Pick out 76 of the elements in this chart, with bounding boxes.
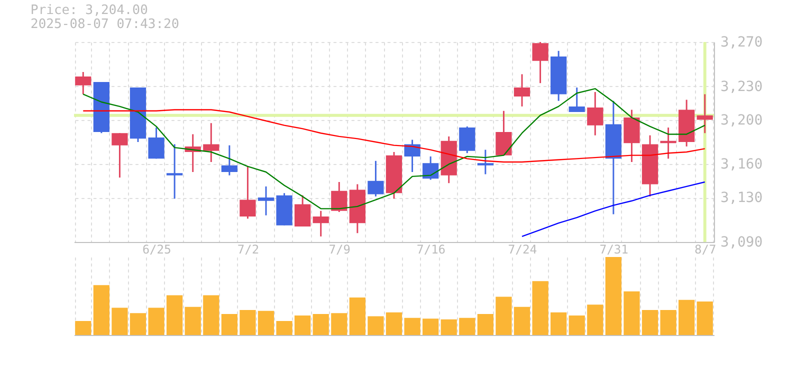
bar <box>477 314 494 335</box>
bar <box>349 298 366 335</box>
bar <box>532 281 548 335</box>
bar <box>605 257 622 335</box>
candlestick <box>696 93 713 134</box>
candlestick <box>112 132 128 178</box>
bar <box>459 318 476 335</box>
bar <box>386 312 402 335</box>
x-tick-label: 7/2 <box>237 242 260 256</box>
candlestick <box>148 126 164 160</box>
bar <box>148 308 164 335</box>
bar <box>404 318 420 335</box>
x-tick-label: 7/16 <box>416 242 446 256</box>
x-tick-label: 8/7 <box>694 242 716 256</box>
y-tick-label: 3,160 <box>720 156 763 173</box>
bar <box>514 306 530 335</box>
candlestick <box>75 71 92 95</box>
bar <box>112 308 128 335</box>
bar <box>240 310 256 335</box>
candlestick <box>532 41 548 84</box>
bar <box>568 316 585 335</box>
bar <box>624 291 640 335</box>
y-tick-label: 3,090 <box>720 234 763 250</box>
candlestick <box>166 143 183 200</box>
bar <box>678 300 695 335</box>
bar <box>642 310 658 335</box>
candlestick <box>477 149 494 175</box>
bar <box>184 306 201 335</box>
x-tick-label: 7/9 <box>328 242 350 256</box>
candlestick <box>459 126 476 154</box>
bar <box>496 296 512 335</box>
bar <box>696 301 713 335</box>
candlestick <box>587 91 604 136</box>
candlestick <box>312 210 329 238</box>
candlestick <box>331 181 348 213</box>
y-tick-label: 3,130 <box>720 190 763 206</box>
candlestick <box>514 73 530 108</box>
candlestick <box>221 144 238 176</box>
chart-subtitle: 2025-08-07 07:43:20 <box>30 17 180 32</box>
candlestick <box>294 194 311 228</box>
candlestick <box>496 110 512 156</box>
x-tick-label: 6/25 <box>142 242 172 256</box>
y-tick-label: 3,200 <box>720 112 763 128</box>
bar <box>93 285 110 335</box>
bar <box>422 318 439 335</box>
line-series <box>82 88 706 210</box>
x-tick-label: 7/31 <box>599 242 628 256</box>
bar <box>312 314 329 335</box>
line-series <box>521 181 706 238</box>
bar <box>130 313 146 335</box>
bar <box>331 313 348 335</box>
bar <box>587 304 604 335</box>
chart-title: Price: 3,204.00 <box>30 3 148 18</box>
candlestick <box>368 160 384 198</box>
bar <box>440 319 457 335</box>
y-tick-label: 3,270 <box>720 34 763 50</box>
candlestick <box>568 86 585 113</box>
candlestick <box>404 139 420 173</box>
line-series <box>82 109 706 163</box>
bar <box>368 316 384 335</box>
candlestick <box>660 126 676 160</box>
bar <box>166 295 183 335</box>
bar <box>75 320 92 335</box>
bar <box>203 295 220 335</box>
x-tick-label: 7/24 <box>508 242 537 256</box>
bar <box>294 316 311 335</box>
candlestick <box>240 166 256 220</box>
bar <box>258 310 274 335</box>
bar <box>276 320 292 335</box>
candlestick <box>422 156 439 181</box>
y-tick-label: 3,230 <box>720 78 763 95</box>
candlestick <box>258 186 274 216</box>
candlestick <box>203 122 220 163</box>
bar <box>221 314 238 335</box>
bar <box>660 310 676 335</box>
bar <box>550 312 567 335</box>
